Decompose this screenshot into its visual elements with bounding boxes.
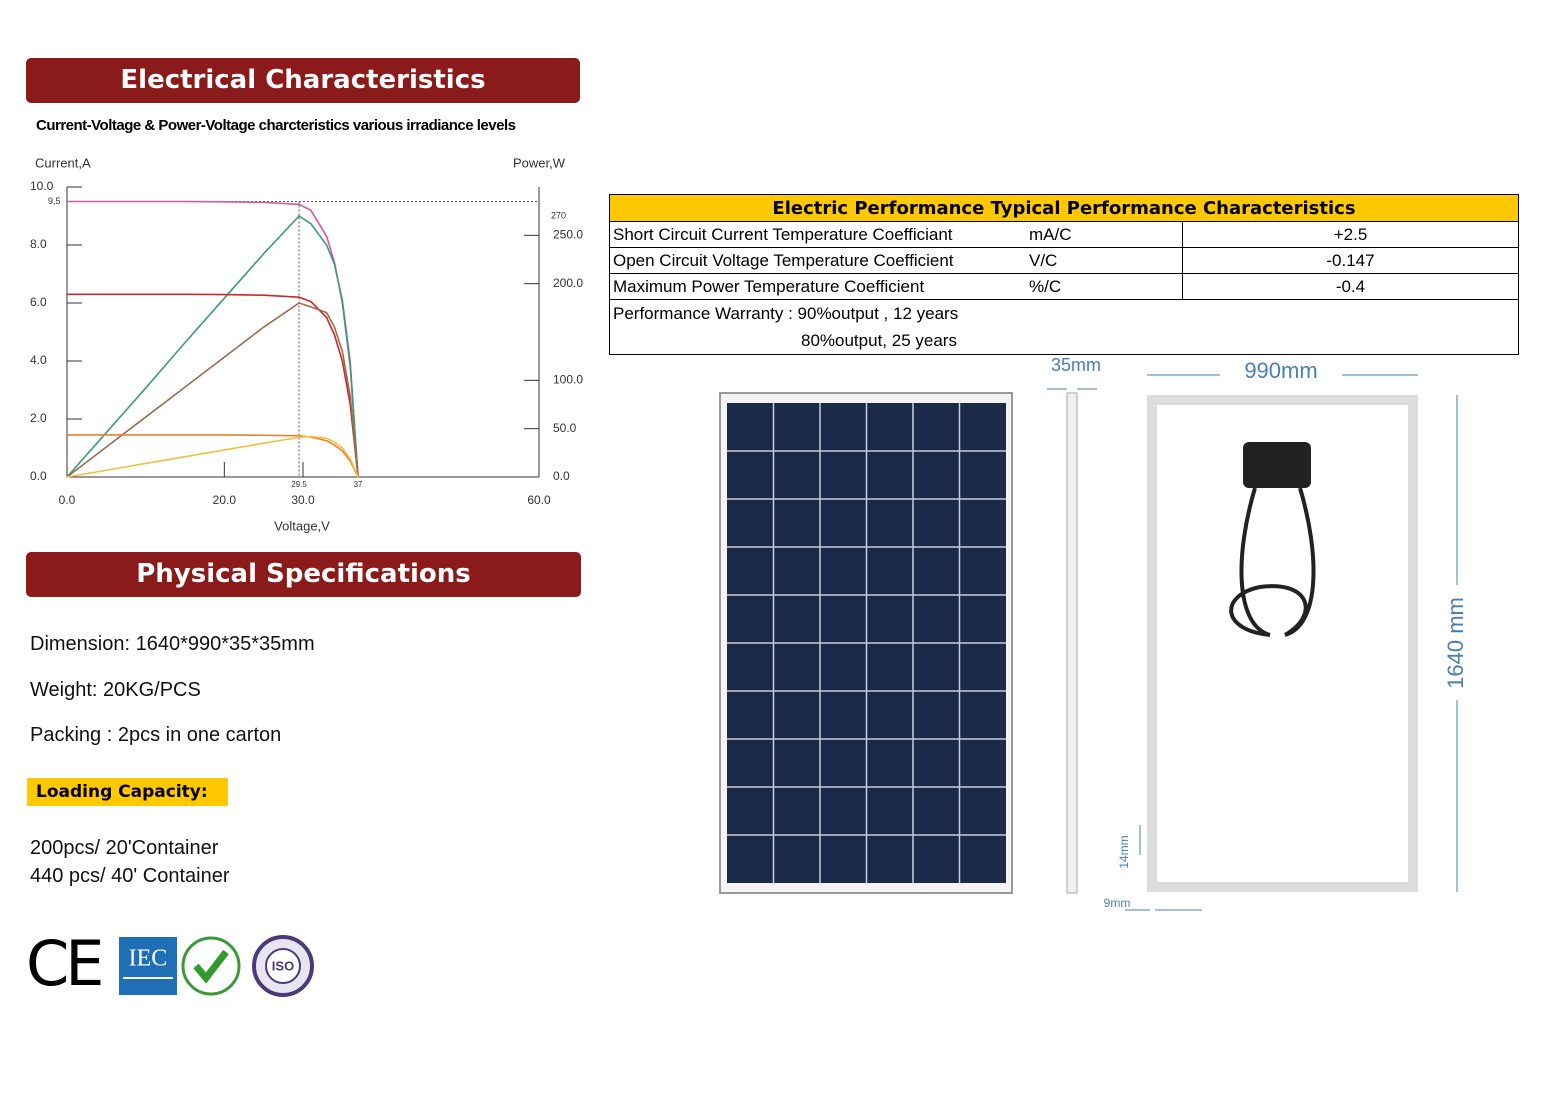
table-row: Performance Warranty : 90%output , 12 ye… bbox=[609, 299, 1519, 355]
y-tick-label: 2.0 bbox=[30, 411, 47, 425]
iec-logo bbox=[119, 937, 177, 995]
annotation: 270 bbox=[551, 210, 566, 220]
table-row: Maximum Power Temperature Coefficient %/C… bbox=[609, 273, 1519, 300]
series-line bbox=[67, 434, 359, 478]
spec-line: 200pcs/ 20'Container bbox=[30, 837, 219, 859]
dimension-label: 1640 mm bbox=[1443, 597, 1468, 689]
y-tick-label: 0.0 bbox=[30, 469, 47, 483]
table-row: Open Circuit Voltage Temperature Coeffic… bbox=[609, 247, 1519, 274]
y2-tick-label: 50.0 bbox=[553, 421, 577, 435]
spec-line: Packing : 2pcs in one carton bbox=[30, 724, 282, 746]
cell: -0.4 bbox=[1182, 273, 1519, 300]
iso-ring bbox=[265, 948, 301, 984]
y2-tick-label: 250.0 bbox=[553, 228, 583, 242]
cell: Maximum Power Temperature Coefficient bbox=[609, 273, 1026, 300]
x-tick-label: 20.0 bbox=[213, 493, 237, 507]
iec-text: IEC bbox=[129, 946, 168, 972]
ce-logo: CE bbox=[26, 930, 101, 1000]
certification-logos: CE IEC ISO bbox=[26, 930, 314, 1000]
annotation: 29.5 bbox=[291, 480, 307, 489]
y-axis-label: Current,A bbox=[35, 155, 91, 170]
table-row: Short Circuit Current Temperature Coeffi… bbox=[609, 221, 1519, 248]
back-frame bbox=[1147, 395, 1418, 892]
y2-tick-label: 100.0 bbox=[553, 373, 583, 387]
chart: Current-Voltage & Power-Voltage charcter… bbox=[30, 117, 583, 533]
spec-line: Weight: 20KG/PCS bbox=[30, 679, 201, 701]
cell: mA/C bbox=[1026, 221, 1183, 248]
series-line bbox=[66, 214, 359, 478]
y-tick-label: 6.0 bbox=[30, 295, 47, 309]
dimension-label: 990mm bbox=[1244, 358, 1317, 383]
warranty-line: Performance Warranty : 90%output , 12 ye… bbox=[613, 304, 959, 323]
y-tick-label: 10.0 bbox=[30, 179, 54, 193]
section-header: Electrical Characteristics bbox=[26, 58, 580, 103]
cell: %/C bbox=[1026, 273, 1183, 300]
side-view bbox=[1066, 392, 1078, 894]
cell: Open Circuit Voltage Temperature Coeffic… bbox=[609, 247, 1026, 274]
annotation: 9,5 bbox=[48, 196, 61, 206]
performance-table: Electric Performance Typical Performance… bbox=[609, 194, 1519, 355]
dimension-label: 14mm bbox=[1117, 835, 1131, 868]
warranty-line: 80%output, 25 years bbox=[801, 331, 957, 350]
series-line bbox=[66, 302, 359, 478]
junction-box bbox=[1243, 442, 1311, 488]
x-tick-label: 0.0 bbox=[59, 493, 76, 507]
spec-line: Dimension: 1640*990*35*35mm bbox=[30, 633, 315, 655]
y2-tick-label: 0.0 bbox=[553, 469, 570, 483]
spec-line: 440 pcs/ 40' Container bbox=[30, 865, 230, 887]
cell: Short Circuit Current Temperature Coeffi… bbox=[609, 221, 1026, 248]
y-tick-label: 8.0 bbox=[30, 237, 47, 251]
y2-axis-label: Power,W bbox=[513, 155, 566, 170]
dimension-label: 9mm bbox=[1104, 896, 1131, 910]
iso-text: ISO bbox=[272, 958, 294, 973]
y2-tick-label: 200.0 bbox=[553, 276, 583, 290]
x-tick-label: 30.0 bbox=[291, 493, 315, 507]
dimension-lines bbox=[1047, 374, 1458, 911]
cell: V/C bbox=[1026, 247, 1183, 274]
x-axis-label: Voltage,V bbox=[274, 518, 330, 533]
rohs-check bbox=[193, 949, 229, 984]
warranty-cell: Performance Warranty : 90%output , 12 ye… bbox=[609, 299, 1519, 355]
cables bbox=[1229, 487, 1316, 637]
table-title: Electric Performance Typical Performance… bbox=[609, 194, 1519, 222]
section-header: Physical Specifications bbox=[26, 552, 581, 597]
series-line bbox=[67, 293, 359, 478]
y-tick-label: 4.0 bbox=[30, 353, 47, 367]
cell-grid bbox=[727, 403, 1006, 883]
panel-drawing: 35mm 990mm 1640 mm 14mm 9mm bbox=[719, 355, 1468, 911]
dimension-label: 35mm bbox=[1051, 355, 1101, 375]
series-line bbox=[66, 435, 359, 478]
loading-title: Loading Capacity: bbox=[27, 778, 228, 806]
annotation: 37 bbox=[354, 480, 363, 489]
cell: +2.5 bbox=[1182, 221, 1519, 248]
x-tick-label: 60.0 bbox=[527, 493, 551, 507]
chart-title: Current-Voltage & Power-Voltage charcter… bbox=[36, 117, 516, 134]
cell: -0.147 bbox=[1182, 247, 1519, 274]
